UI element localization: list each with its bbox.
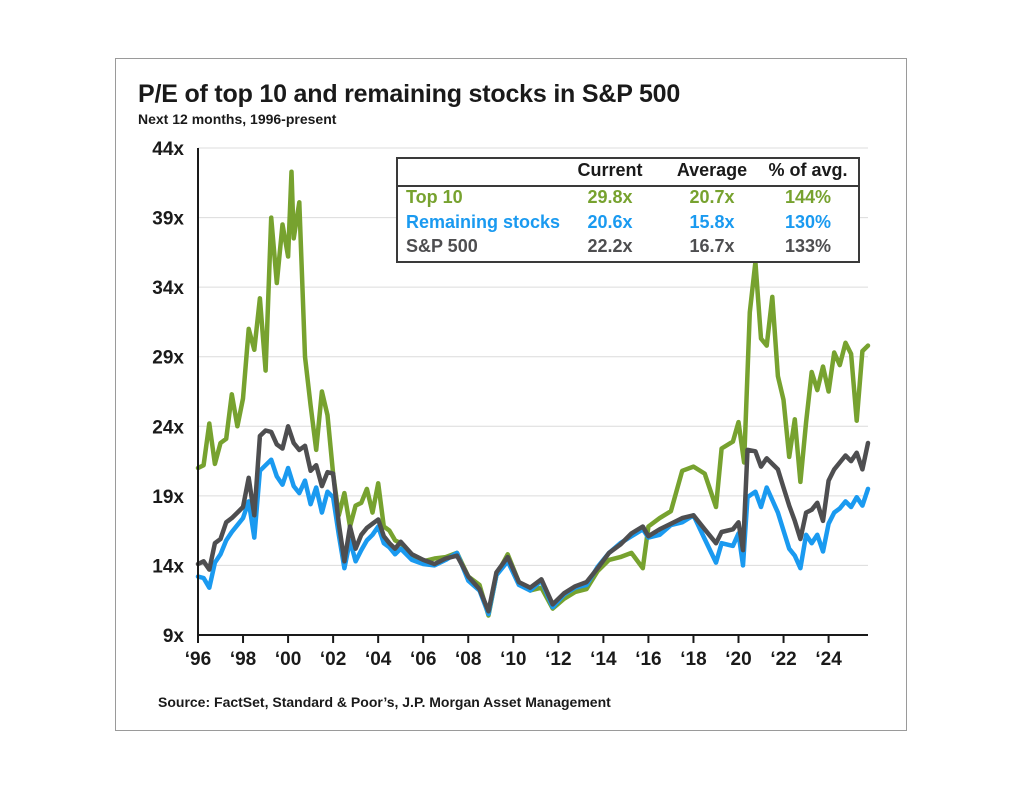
x-tick-label: ‘18 <box>680 649 706 670</box>
x-tick-label: ‘04 <box>365 649 392 670</box>
x-tick-label: ‘08 <box>455 649 481 670</box>
legend-row-sp500: S&P 500 22.2x 16.7x 133% <box>398 236 858 261</box>
legend-series-name: Remaining stocks <box>406 212 561 232</box>
legend-average: 15.8x <box>689 212 735 232</box>
legend-header-row: Current Average % of avg. <box>398 160 858 187</box>
legend-series-name: Top 10 <box>406 187 463 207</box>
legend-average: 20.7x <box>689 187 735 207</box>
x-tick-label: ‘02 <box>320 649 346 670</box>
legend-current: 22.2x <box>587 236 633 256</box>
x-tick-label: ‘06 <box>410 649 436 670</box>
series-line-sp500 <box>195 424 871 614</box>
x-tick-label: ‘10 <box>500 649 526 670</box>
header-current: Current <box>577 160 643 180</box>
x-tick-label: ‘98 <box>230 649 256 670</box>
legend-row-remaining: Remaining stocks 20.6x 15.8x 130% <box>398 212 858 237</box>
y-tick-label: 29x <box>152 348 184 369</box>
x-tick-label: ‘16 <box>635 649 661 670</box>
legend-pct: 144% <box>784 187 832 207</box>
y-tick-label: 44x <box>152 139 184 160</box>
x-tick-label: ‘22 <box>770 649 796 670</box>
legend-pct: 133% <box>784 236 832 256</box>
legend-table: Current Average % of avg. Top 10 29.8x 2… <box>396 157 860 263</box>
header-pct-of-avg: % of avg. <box>768 160 848 180</box>
x-tick-label: ‘12 <box>545 649 571 670</box>
header-average: Average <box>676 160 748 180</box>
y-tick-label: 14x <box>152 556 184 577</box>
x-tick-label: ‘20 <box>725 649 751 670</box>
legend-current: 29.8x <box>587 187 633 207</box>
legend-row-top10: Top 10 29.8x 20.7x 144% <box>398 187 858 212</box>
legend-average: 16.7x <box>689 236 735 256</box>
legend-series-name: S&P 500 <box>406 236 478 256</box>
y-tick-label: 24x <box>152 417 184 438</box>
x-tick-label: ‘96 <box>185 649 211 670</box>
chart-subtitle: Next 12 months, 1996-present <box>138 111 337 127</box>
x-tick-label: ‘24 <box>815 649 842 670</box>
series-lines <box>195 169 871 618</box>
y-tick-label: 34x <box>152 278 184 299</box>
x-tick-label: ‘14 <box>590 649 617 670</box>
chart-title: P/E of top 10 and remaining stocks in S&… <box>138 80 681 108</box>
x-tick-label: ‘00 <box>275 649 301 670</box>
series-line-remaining-stocks <box>195 457 871 617</box>
x-axis-ticks: ‘96 ‘98 ‘00 ‘02 ‘04 ‘06 ‘08 ‘10 ‘12 ‘14 ‘16 ‘18 ‘20 ‘… <box>185 635 842 670</box>
y-axis-ticks: 9x 14x 19x 24x 29x 34x 39x 44x <box>152 139 184 647</box>
source-note: Source: FactSet, Standard & Poor’s, J.P.… <box>158 694 611 710</box>
y-tick-label: 39x <box>152 209 184 230</box>
y-tick-label: 9x <box>163 626 185 647</box>
y-tick-label: 19x <box>152 487 184 508</box>
legend-pct: 130% <box>784 212 832 232</box>
legend-current: 20.6x <box>587 212 633 232</box>
